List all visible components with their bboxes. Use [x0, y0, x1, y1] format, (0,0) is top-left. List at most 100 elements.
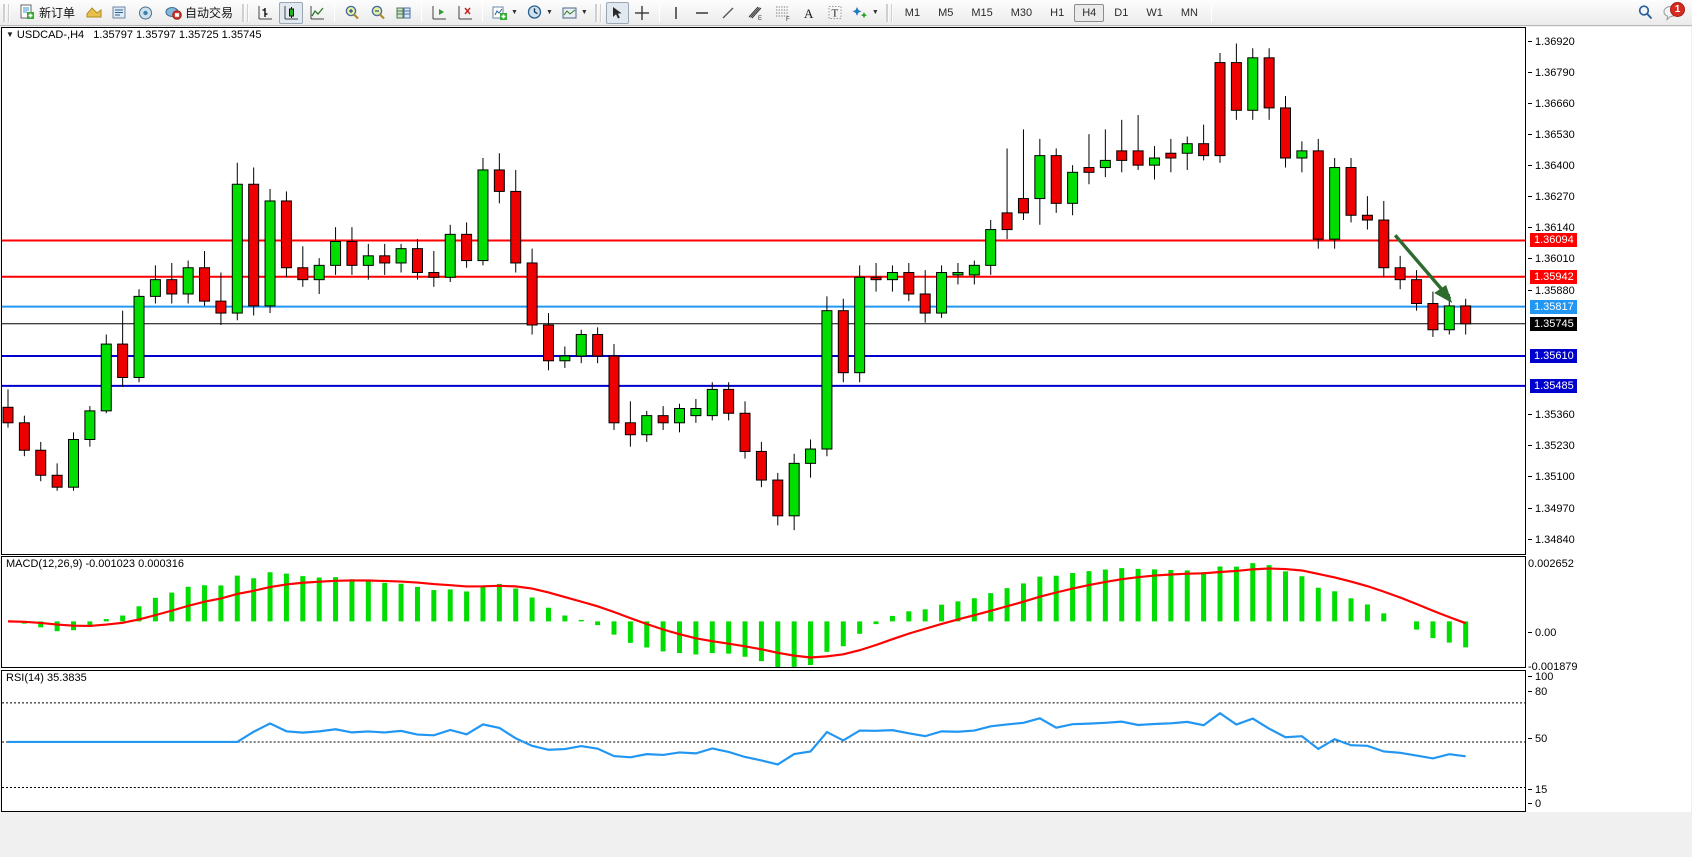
price-tag-resistance-1[interactable]: 1.36094 [1530, 233, 1577, 248]
indicators-caret-icon[interactable]: ▼ [511, 9, 518, 16]
timeframe-h1[interactable]: H1 [1050, 6, 1065, 19]
candle [166, 262, 178, 304]
shift-start-button[interactable] [427, 2, 451, 24]
toolbar-grip-3[interactable] [594, 3, 602, 22]
macd-plot-svg [7, 563, 1469, 667]
bar-chart-button[interactable] [253, 2, 277, 24]
timeframe-m15[interactable]: M15 [971, 6, 993, 19]
candle [1132, 115, 1144, 170]
candle [1067, 165, 1079, 216]
price-tag-level-light-blue[interactable]: 1.35817 [1530, 299, 1577, 314]
candle [1427, 291, 1439, 337]
text-label-tool-button[interactable]: T [823, 2, 847, 24]
candlestick-chart-button[interactable] [279, 1, 304, 24]
candle [1411, 270, 1423, 311]
candle [1017, 129, 1029, 221]
toolbar-grip-2[interactable] [242, 3, 250, 22]
candle [1148, 146, 1160, 180]
zoom-out-button[interactable] [366, 2, 390, 24]
timeframe-m30[interactable]: M30 [1010, 6, 1033, 19]
rsi-pane[interactable]: RSI(14) 35.3835 [1, 670, 1526, 812]
horizontal-line-tool-button[interactable] [690, 2, 714, 24]
indicators-icon [492, 6, 508, 20]
price-tick: 1.34970 [1528, 503, 1575, 515]
crosshair-tool-button[interactable] [631, 2, 654, 24]
candle [1165, 138, 1177, 173]
toolbar-grip[interactable] [3, 3, 10, 22]
timeframe-w1[interactable]: W1 [1146, 6, 1163, 19]
price-tag-support-1[interactable]: 1.35610 [1530, 349, 1577, 364]
auto-trading-icon [165, 6, 182, 20]
candle [1181, 136, 1193, 170]
cursor-tool-button[interactable] [605, 1, 629, 24]
candle [1378, 200, 1390, 278]
candle [297, 246, 309, 287]
price-tag-resistance-2[interactable]: 1.35942 [1530, 269, 1577, 284]
trendline-tool-button[interactable] [716, 2, 740, 24]
chart-area: ▼ USDCAD-,H4 1.35797 1.35797 1.35725 1.35… [1, 27, 1691, 856]
cursor-icon [613, 6, 622, 18]
period-button[interactable]: ▼ [523, 2, 556, 24]
data-window-icon [112, 6, 126, 18]
alerts-count: 1 [1670, 1, 1685, 17]
zoom-in-button[interactable] [340, 2, 364, 24]
macd-pane[interactable]: MACD(12,26,9) -0.001023 0.000316 [1, 556, 1526, 668]
toolbar-grip-4[interactable] [885, 3, 893, 22]
timeframe-mn[interactable]: MN [1180, 6, 1198, 19]
price-candles-svg [2, 43, 1525, 531]
rsi-tick: 50 [1528, 733, 1547, 745]
candle [1050, 148, 1062, 213]
timeframe-m5[interactable]: M5 [938, 6, 954, 19]
objects-button[interactable]: ▼ [849, 2, 882, 24]
rsi-header-label: RSI(14) 35.3835 [6, 672, 87, 684]
shift-end-button[interactable] [453, 2, 477, 24]
chart-menu-arrow-icon[interactable]: ▼ [6, 30, 14, 39]
candle [592, 327, 604, 364]
equidistant-channel-button[interactable]: E [742, 2, 768, 24]
auto-trading-button[interactable]: 自动交易 [160, 2, 238, 24]
grid-button[interactable] [392, 2, 416, 24]
candle [575, 329, 587, 364]
candle [1001, 148, 1013, 240]
vertical-line-tool-button[interactable] [665, 2, 688, 24]
rsi-plot-svg [2, 702, 1525, 789]
price-pane[interactable]: ▼ USDCAD-,H4 1.35797 1.35797 1.35725 1.35… [1, 27, 1526, 555]
candle [1034, 138, 1046, 225]
objects-caret-icon[interactable]: ▼ [871, 9, 879, 16]
line-chart-button[interactable] [305, 2, 329, 24]
navigator-button[interactable] [134, 2, 158, 24]
candle [68, 432, 79, 491]
shift-end-icon [458, 6, 473, 20]
candle [788, 453, 800, 531]
toolbar-separator-4 [658, 3, 660, 22]
search-icon[interactable] [1637, 4, 1654, 21]
price-tag-current-price[interactable]: 1.35745 [1530, 316, 1577, 331]
new-order-button[interactable]: 新订单 [14, 2, 80, 24]
candle [215, 272, 227, 325]
candle [886, 265, 898, 292]
price-tag-support-2[interactable]: 1.35485 [1530, 379, 1577, 394]
candle [379, 243, 391, 275]
indicators-button[interactable]: ▼ [488, 2, 521, 24]
timeframe-m1[interactable]: M1 [904, 6, 921, 19]
period-caret-icon[interactable]: ▼ [545, 9, 553, 16]
price-scale[interactable]: 1.36920 1.36790 1.36660 1.36530 1.36400 1.362… [1528, 27, 1691, 812]
candle [18, 415, 30, 457]
candlestick-icon [284, 6, 299, 20]
timeframe-h4[interactable]: H4 [1074, 3, 1105, 22]
templates-button[interactable]: ▼ [558, 2, 591, 24]
vline-icon [675, 6, 678, 19]
charts-button[interactable] [82, 2, 106, 24]
candle [1296, 141, 1308, 173]
fibonacci-tool-button[interactable]: F [770, 2, 796, 24]
candle [1460, 298, 1472, 335]
chart-symbol-header: ▼ USDCAD-,H4 1.35797 1.35797 1.35725 1.35… [6, 29, 261, 41]
templates-caret-icon[interactable]: ▼ [580, 9, 588, 16]
data-window-button[interactable] [108, 2, 132, 24]
text-tool-button[interactable]: A [798, 2, 821, 24]
toolbar-separator-3 [482, 3, 484, 22]
bar-chart-icon [258, 6, 273, 20]
timeframe-d1[interactable]: D1 [1114, 6, 1129, 19]
alerts-icon[interactable]: 1 [1662, 1, 1685, 23]
